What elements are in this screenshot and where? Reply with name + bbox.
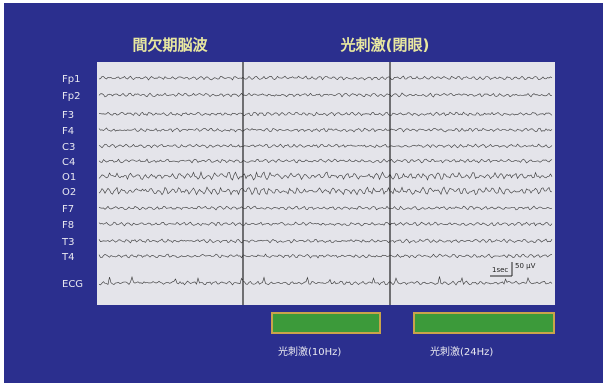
title: 間欠期脳波: [132, 36, 208, 54]
channel-label: T4: [61, 252, 74, 263]
page: 間欠期脳波 光刺激(閉眼) 1sec 50 μV 光刺激(10Hz) 光刺激(2…: [0, 0, 607, 386]
channel-label: F3: [62, 110, 74, 121]
channel-label: T3: [61, 237, 74, 248]
channel-label: O2: [62, 187, 76, 198]
channel-label: Fp1: [62, 74, 80, 85]
channel-label: O1: [62, 172, 76, 183]
channel-label: F7: [62, 204, 74, 215]
channel-label: C4: [62, 157, 75, 168]
scale-amplitude: 50 μV: [515, 262, 536, 270]
channel-label: F4: [62, 126, 74, 137]
stimulus-bar: [272, 313, 380, 333]
stimulus-bar: [414, 313, 554, 333]
stimulus-label: 光刺激(10Hz): [278, 345, 341, 358]
channel-label: ECG: [62, 279, 83, 290]
eeg-slide: 間欠期脳波 光刺激(閉眼) 1sec 50 μV 光刺激(10Hz) 光刺激(2…: [0, 0, 607, 386]
eeg-paper: [97, 62, 555, 305]
stimulus-label: 光刺激(24Hz): [430, 345, 493, 358]
channel-label: Fp2: [62, 91, 80, 102]
title: 光刺激(閉眼): [340, 36, 430, 54]
channel-label: F8: [62, 220, 74, 231]
scale-time: 1sec: [492, 266, 508, 274]
channel-label: C3: [62, 142, 75, 153]
